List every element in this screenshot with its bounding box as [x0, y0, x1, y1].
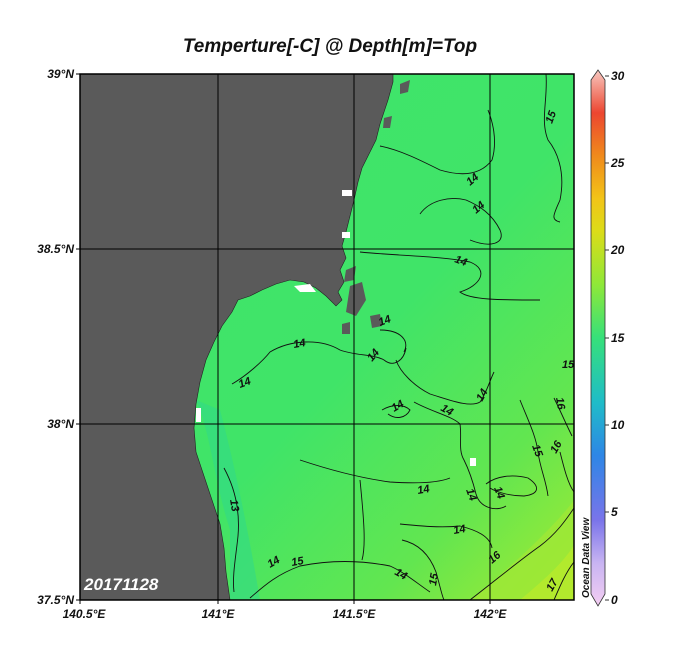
island [342, 322, 350, 334]
colorbar-tick: 10 [611, 418, 625, 432]
island [346, 282, 366, 316]
colorbar-tick: 20 [610, 243, 625, 257]
contour-label: 15 [562, 359, 575, 371]
contour-label: 14 [377, 313, 393, 328]
no-data-patch [196, 408, 201, 422]
contour-label: 14 [390, 398, 407, 415]
contour-label: 14 [439, 402, 456, 419]
lat-label: 38.5°N [37, 242, 74, 256]
contour-label: 14 [393, 566, 410, 583]
contour-label: 15 [544, 109, 560, 125]
graticule [80, 74, 574, 600]
no-data-patch [342, 190, 352, 196]
contour-label: 14 [463, 487, 478, 503]
no-data-patch [342, 232, 350, 238]
watermark: Ocean Data View [581, 517, 592, 598]
no-data-patch [294, 284, 316, 292]
axis-ticks [76, 73, 491, 604]
contour-label: 14 [453, 254, 469, 269]
lat-label: 39°N [47, 67, 74, 81]
contour-label: 14 [416, 483, 430, 497]
lon-label: 140.5°E [63, 607, 107, 621]
colorbar-gradient [590, 69, 606, 607]
map-plot-area: 15 14 14 14 14 14 14 14 14 14 14 14 14 1… [80, 74, 575, 600]
colorbar-tick: 5 [611, 505, 618, 519]
lon-label: 142°E [474, 607, 508, 621]
lon-label: 141°E [202, 607, 236, 621]
contour-label: 15 [290, 555, 305, 569]
contour-label: 14 [266, 554, 283, 571]
island [383, 116, 392, 128]
cool-coastal-water [196, 400, 260, 600]
lat-label: 37.5°N [37, 593, 74, 607]
warm-water-region [470, 500, 574, 600]
island [400, 80, 410, 94]
contour-label: 14 [452, 523, 466, 537]
chart-title: Temperture[-C] @ Depth[m]=Top [182, 36, 478, 57]
lon-label: 141.5°E [333, 607, 377, 621]
colorbar: 30 25 20 15 10 5 0 [590, 69, 625, 607]
island [370, 314, 382, 328]
contour-label: 14 [491, 485, 506, 501]
colorbar-tick: 0 [611, 593, 618, 607]
map-frame [79, 73, 575, 601]
contour-label: 14 [292, 337, 306, 351]
date-stamp: 20171128 [83, 575, 159, 594]
island [344, 266, 356, 282]
colorbar-tick: 25 [610, 156, 625, 170]
no-data-patch [470, 458, 476, 466]
contour-label: 16 [553, 396, 567, 411]
contour-label: 15 [427, 572, 441, 587]
lat-label: 38°N [47, 417, 74, 431]
contour-label: 14 [474, 387, 491, 404]
contour-label: 14 [237, 375, 253, 390]
contour-label: 15 [529, 443, 545, 459]
contour-lines [223, 74, 574, 600]
colorbar-tick: 15 [611, 331, 625, 345]
contour-label: 13 [227, 498, 241, 512]
colorbar-tick: 30 [611, 69, 625, 83]
